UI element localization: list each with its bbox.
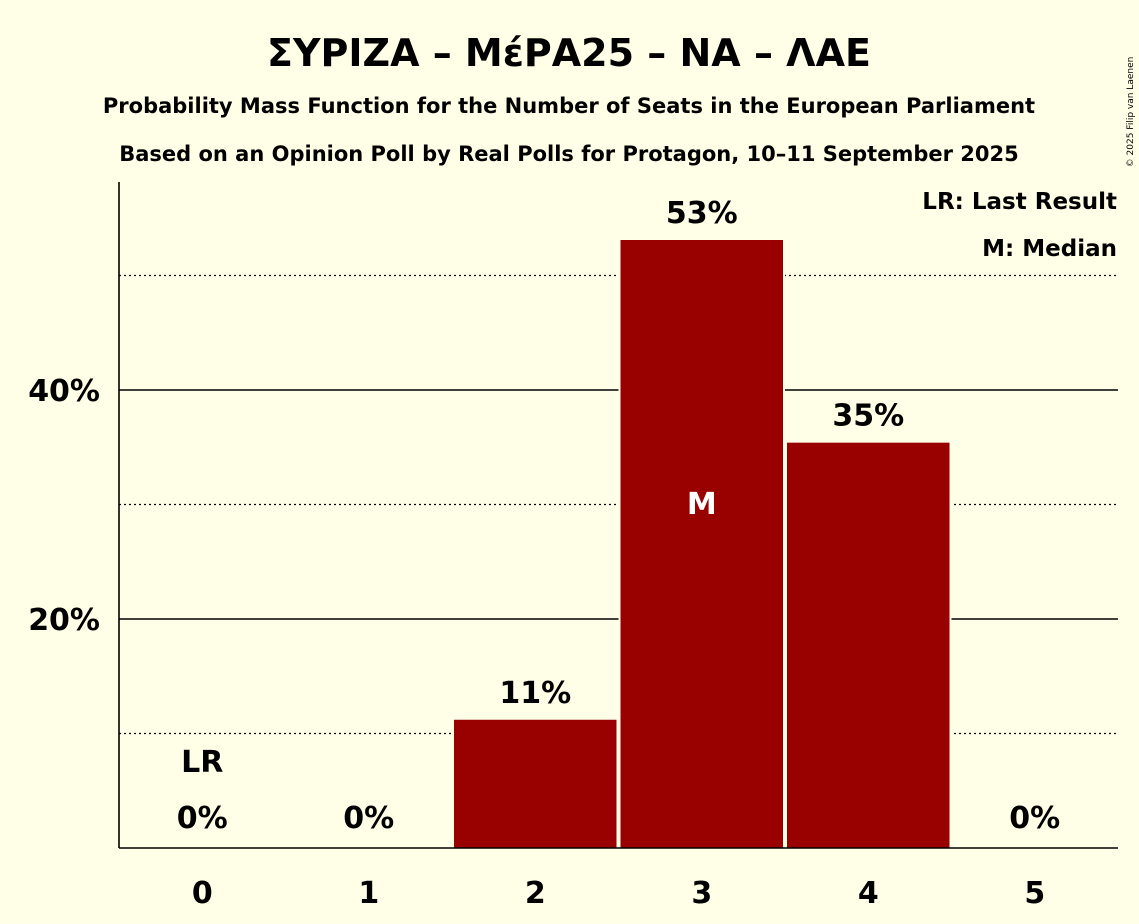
copyright-text: © 2025 Filip van Laenen	[1126, 57, 1136, 168]
data-labels: 0% 0 LR 0% 1 11% 2 53% 3 M 35% 4 0% 5	[177, 196, 1060, 911]
value-label-2: 11%	[499, 676, 571, 711]
bar-seat-3	[620, 240, 783, 848]
chart-subtitle: Probability Mass Function for the Number…	[103, 94, 1035, 118]
chart-subtitle-2: Based on an Opinion Poll by Real Polls f…	[119, 142, 1019, 166]
x-tick-label-5: 5	[1024, 876, 1045, 911]
x-tick-label-4: 4	[858, 876, 879, 911]
x-tick-label-0: 0	[192, 876, 213, 911]
legend-median: M: Median	[982, 236, 1117, 262]
value-label-0: 0%	[177, 801, 228, 836]
x-tick-label-2: 2	[525, 876, 546, 911]
bars	[452, 240, 952, 848]
bar-seat-2	[454, 719, 617, 848]
x-tick-label-1: 1	[358, 876, 379, 911]
value-label-1: 0%	[343, 801, 394, 836]
x-tick-label-3: 3	[691, 876, 712, 911]
y-tick-label-40: 40%	[28, 374, 100, 409]
last-result-marker: LR	[181, 745, 223, 780]
y-tick-label-20: 20%	[28, 603, 100, 638]
axes: 20% 40%	[28, 182, 1118, 849]
chart-title: ΣΥΡΙΖΑ – ΜέΡΑ25 – ΝΑ – ΛΑΕ	[267, 31, 871, 75]
median-marker: M	[687, 487, 717, 522]
value-label-3: 53%	[666, 196, 738, 231]
bar-seat-4	[787, 442, 950, 848]
value-label-5: 0%	[1009, 801, 1060, 836]
value-label-4: 35%	[832, 399, 904, 434]
legend-last-result: LR: Last Result	[922, 189, 1117, 215]
